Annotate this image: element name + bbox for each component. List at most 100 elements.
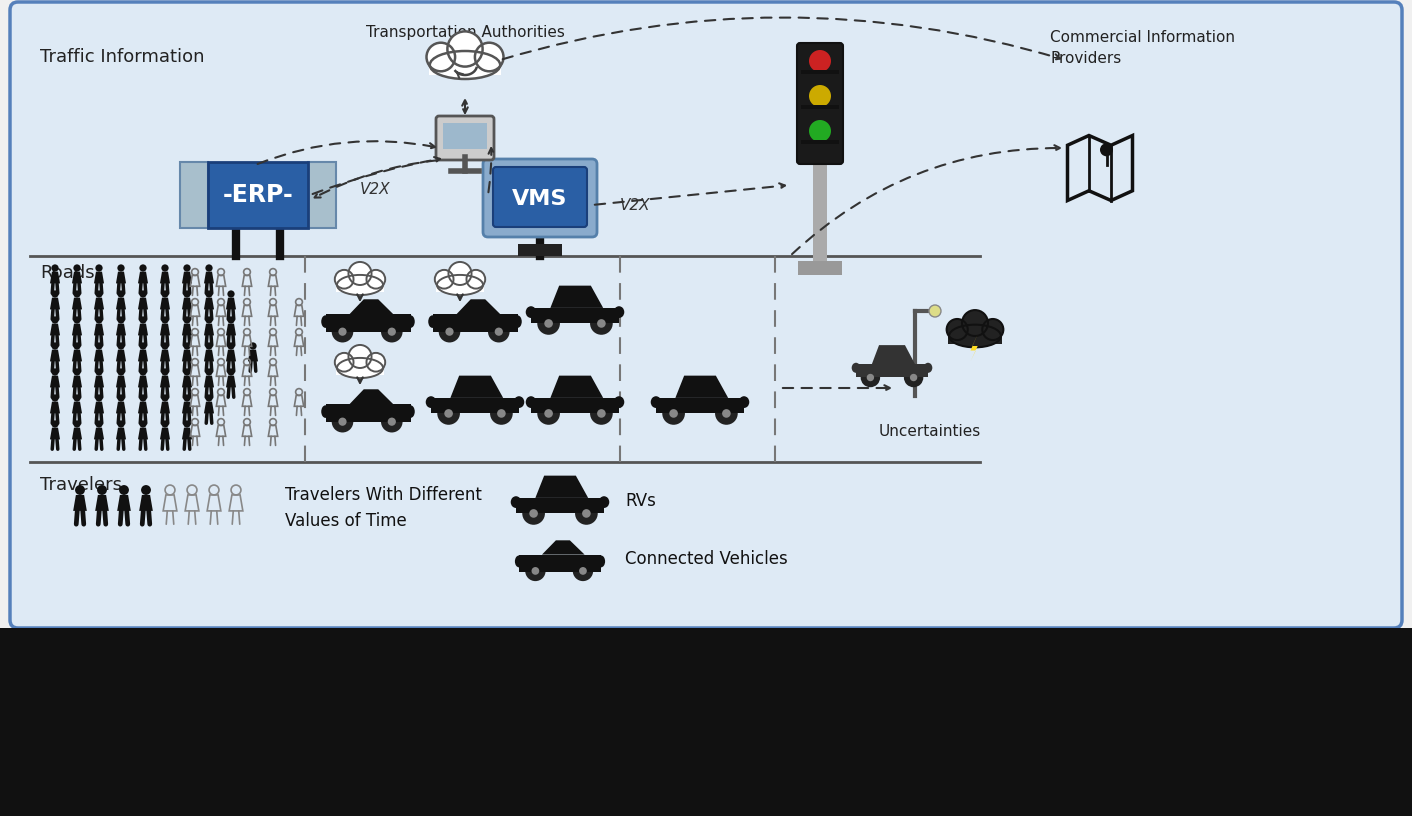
Circle shape [140, 290, 147, 298]
Bar [326, 405, 411, 423]
Polygon shape [542, 540, 585, 555]
Polygon shape [95, 428, 104, 439]
Circle shape [205, 368, 213, 375]
Bar [801, 70, 839, 74]
Ellipse shape [851, 363, 860, 373]
FancyBboxPatch shape [493, 167, 587, 227]
Circle shape [809, 85, 832, 107]
Ellipse shape [407, 406, 415, 418]
Polygon shape [182, 428, 192, 439]
Circle shape [388, 418, 395, 426]
Circle shape [489, 321, 510, 343]
Bar [336, 362, 384, 375]
Bar [179, 162, 208, 228]
Circle shape [335, 270, 353, 289]
Circle shape [929, 305, 940, 317]
Circle shape [140, 368, 147, 375]
Circle shape [73, 343, 80, 349]
Ellipse shape [923, 363, 932, 373]
Text: Roads: Roads [40, 264, 95, 282]
Polygon shape [970, 335, 977, 361]
Circle shape [525, 561, 545, 581]
Text: Transportation Authorities: Transportation Authorities [366, 25, 565, 40]
Circle shape [140, 343, 147, 349]
Circle shape [96, 420, 103, 428]
Polygon shape [72, 401, 82, 414]
Circle shape [73, 394, 80, 401]
Circle shape [497, 409, 505, 418]
Polygon shape [116, 375, 126, 388]
Text: connected vehicles and RVs.: connected vehicles and RVs. [28, 738, 565, 771]
Text: RVs: RVs [626, 492, 657, 510]
FancyBboxPatch shape [10, 2, 1402, 628]
Polygon shape [117, 495, 131, 511]
Polygon shape [72, 272, 82, 283]
Bar [657, 398, 744, 413]
Circle shape [73, 368, 80, 375]
Circle shape [809, 120, 832, 142]
Bar [515, 498, 604, 512]
Circle shape [662, 402, 685, 425]
Polygon shape [182, 324, 192, 335]
Polygon shape [182, 349, 192, 361]
Polygon shape [551, 375, 603, 398]
Ellipse shape [514, 397, 524, 408]
Polygon shape [551, 286, 603, 308]
Ellipse shape [337, 358, 383, 378]
Text: Traffic Information: Traffic Information [40, 48, 205, 66]
Circle shape [904, 368, 923, 388]
Polygon shape [72, 349, 82, 361]
Circle shape [51, 368, 59, 375]
Ellipse shape [599, 496, 610, 508]
Circle shape [490, 402, 513, 425]
Polygon shape [95, 298, 104, 309]
Bar [308, 162, 336, 228]
Polygon shape [95, 495, 109, 511]
Text: V2X: V2X [360, 183, 390, 197]
Circle shape [117, 368, 124, 375]
Polygon shape [182, 375, 192, 388]
Polygon shape [160, 349, 169, 361]
Polygon shape [95, 349, 104, 361]
Polygon shape [72, 324, 82, 335]
Circle shape [75, 485, 85, 495]
Polygon shape [72, 375, 82, 388]
Circle shape [205, 264, 213, 272]
Circle shape [184, 420, 191, 428]
Polygon shape [160, 324, 169, 335]
Circle shape [983, 319, 1004, 340]
Circle shape [339, 327, 346, 336]
Polygon shape [49, 428, 61, 439]
Polygon shape [349, 389, 394, 405]
Ellipse shape [614, 306, 624, 318]
Circle shape [96, 343, 103, 349]
Ellipse shape [513, 315, 522, 328]
Circle shape [227, 343, 234, 349]
Bar [429, 57, 501, 75]
Bar [798, 261, 842, 275]
Circle shape [73, 420, 80, 428]
Circle shape [867, 374, 874, 381]
Bar [436, 279, 484, 292]
Circle shape [161, 368, 168, 375]
Circle shape [51, 317, 59, 324]
Polygon shape [182, 401, 192, 414]
Bar [531, 398, 618, 413]
Text: Commercial Information
Providers: Commercial Information Providers [1051, 30, 1236, 66]
Circle shape [119, 485, 128, 495]
Polygon shape [116, 401, 126, 414]
Circle shape [579, 567, 587, 574]
Polygon shape [116, 428, 126, 439]
Circle shape [597, 409, 606, 418]
Circle shape [573, 561, 593, 581]
Circle shape [439, 321, 460, 343]
Circle shape [184, 343, 191, 349]
Circle shape [51, 264, 59, 272]
Polygon shape [116, 298, 126, 309]
Polygon shape [95, 324, 104, 335]
Polygon shape [49, 349, 61, 361]
Circle shape [494, 327, 503, 336]
Circle shape [184, 264, 191, 272]
Circle shape [250, 343, 257, 349]
Circle shape [809, 50, 832, 72]
